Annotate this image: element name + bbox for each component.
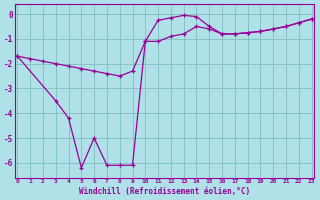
X-axis label: Windchill (Refroidissement éolien,°C): Windchill (Refroidissement éolien,°C) bbox=[79, 187, 250, 196]
